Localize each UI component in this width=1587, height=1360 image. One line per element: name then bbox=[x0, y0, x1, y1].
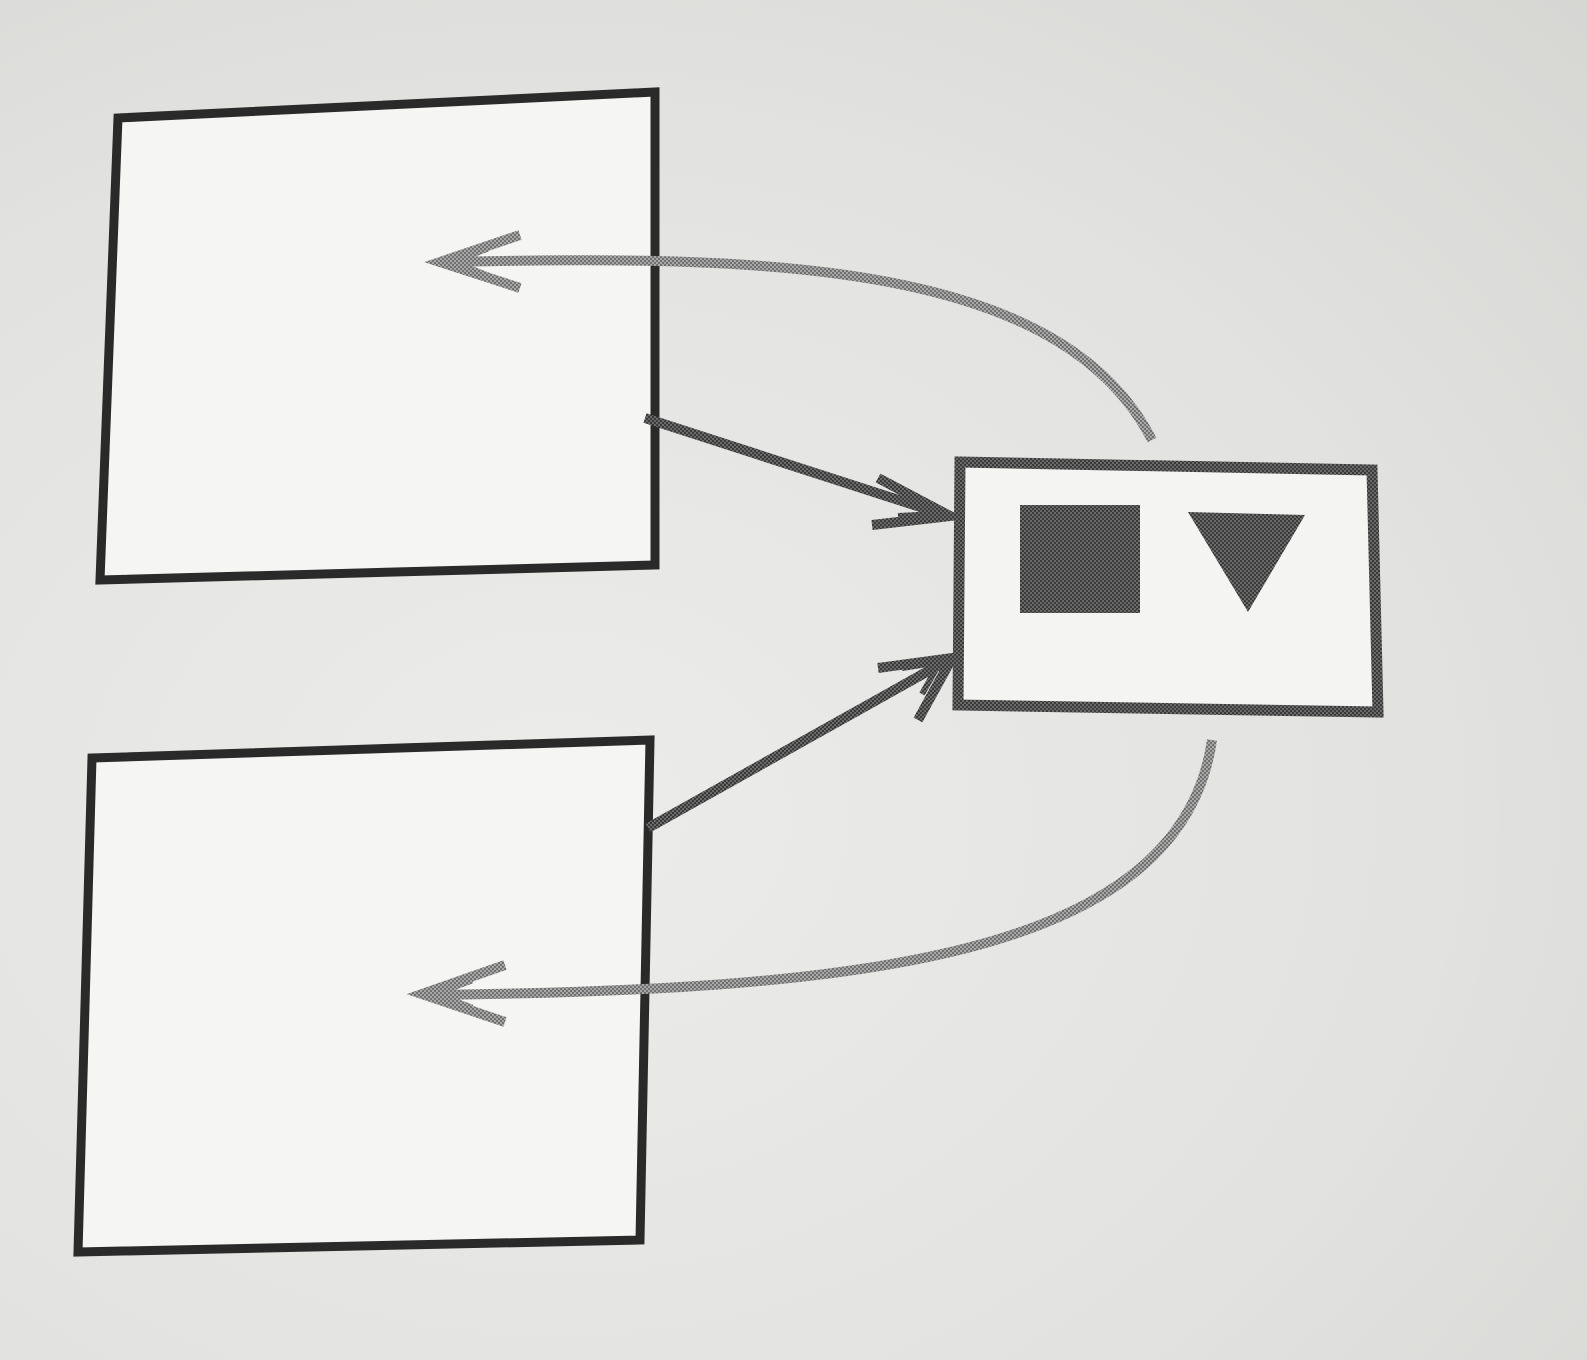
curve-arrow-to-bottom-head-outer bbox=[406, 960, 507, 1027]
filled-square-shape bbox=[1020, 505, 1140, 613]
curve-arrow-to-top-head-inner bbox=[442, 244, 490, 280]
object-bottom-box bbox=[73, 735, 655, 1257]
filled-triangle-shape bbox=[1188, 512, 1305, 612]
link-arrow-top-head-inner bbox=[897, 494, 940, 519]
curve-arrow-to-top-head-outer bbox=[424, 230, 522, 293]
curve-arrow-to-bottom-head-inner bbox=[423, 976, 474, 1012]
object-top-box bbox=[95, 87, 660, 585]
link-arrow-top bbox=[643, 413, 947, 520]
curve-arrow-to-bottom bbox=[429, 739, 1217, 1000]
link-arrow-bottom-head-outer bbox=[877, 651, 962, 723]
link-arrow-bottom-head-inner bbox=[901, 658, 946, 696]
link-arrow-bottom bbox=[645, 655, 951, 833]
link-arrow-top-head-outer bbox=[871, 473, 967, 530]
curve-arrow-to-top bbox=[447, 255, 1157, 443]
